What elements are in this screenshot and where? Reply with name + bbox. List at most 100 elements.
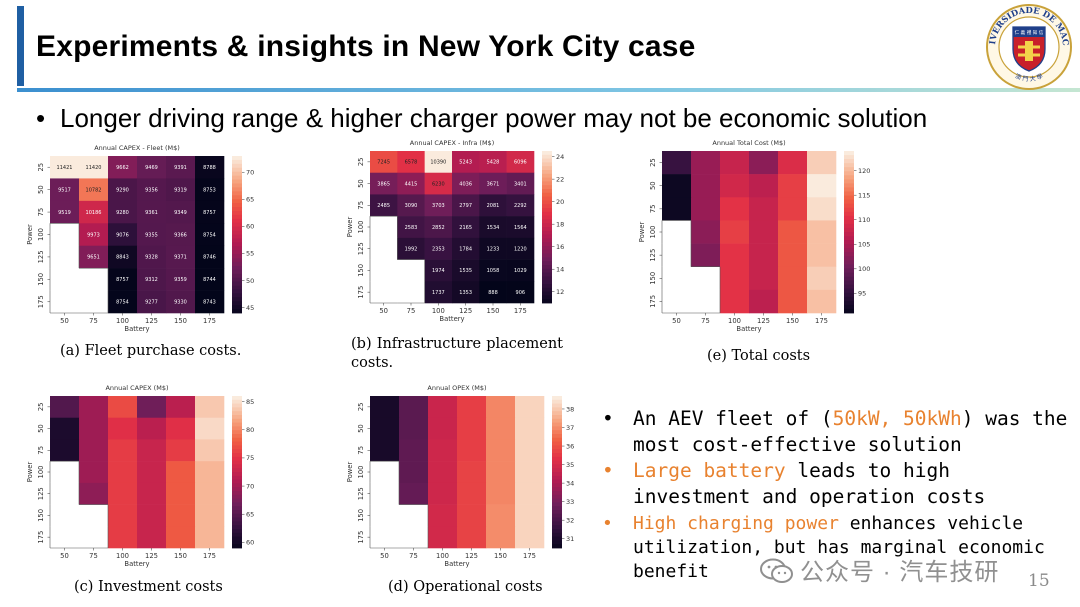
colorbar-segment: [542, 234, 552, 239]
colorbar-segment: [232, 475, 242, 480]
colorbar-segment: [844, 187, 854, 192]
colorbar-segment: [844, 292, 854, 298]
y-tick-label: 50: [649, 181, 657, 190]
cell-label: 9973: [87, 232, 100, 238]
empty-cell: [370, 216, 398, 238]
heatmap-cell: [479, 259, 507, 282]
heatmap-cell: [479, 172, 507, 195]
colorbar-segment: [232, 415, 242, 420]
y-tick-label: 25: [649, 158, 657, 167]
colorbar-segment: [844, 211, 854, 217]
colorbar-segment: [844, 207, 854, 213]
colorbar-segment: [844, 288, 854, 294]
y-axis-label: Power: [346, 217, 354, 238]
colorbar-segment: [232, 403, 242, 408]
colorbar-segment: [232, 445, 242, 450]
colorbar-segment: [542, 177, 552, 182]
chart-title: Annual OPEX (M$): [427, 384, 486, 392]
colorbar-segment: [552, 422, 562, 427]
y-tick-label: 50: [37, 424, 45, 433]
cell-label: 888: [488, 290, 498, 296]
heatmap-panel-d: Annual OPEX (M$) 25 50 75 100 125 150 175 Power 5…: [344, 383, 584, 573]
heatmap-cell: [515, 396, 545, 419]
empty-cell: [50, 245, 79, 269]
x-axis-label: Battery: [124, 560, 149, 568]
colorbar-segment: [552, 445, 562, 450]
heatmap-cell: [515, 461, 545, 484]
empty-cell: [370, 526, 399, 548]
colorbar-segment: [542, 215, 552, 220]
colorbar-tick-label: 45: [246, 304, 254, 312]
colorbar-segment: [552, 464, 562, 469]
cell-label: 11421: [57, 165, 73, 171]
insight-item: • High charging power enhances vehicle u…: [602, 513, 1045, 582]
empty-cell: [79, 526, 108, 548]
heatmap-infra-capex: Annual CAPEX - Infra (M$) 7245 6578 10390 52…: [346, 139, 564, 323]
colorbar-segment: [552, 407, 562, 412]
colorbar-segment: [232, 214, 242, 220]
colorbar-segment: [232, 479, 242, 484]
heatmap-cell: [166, 290, 196, 314]
cell-label: 6230: [432, 181, 445, 187]
y-tick-label: 150: [649, 272, 657, 285]
empty-cell: [691, 266, 720, 290]
colorbar-segment: [552, 536, 562, 541]
colorbar-segment: [552, 453, 562, 458]
colorbar-segment: [542, 246, 552, 251]
heatmap-cell: [691, 151, 721, 175]
colorbar-segment: [542, 295, 552, 300]
heatmap-cell: [370, 151, 398, 174]
heatmap-cell: [506, 237, 535, 260]
colorbar-segment: [844, 252, 854, 257]
y-tick-label: 25: [357, 158, 365, 167]
colorbar-segment: [542, 192, 552, 197]
heatmap-cell: [662, 174, 692, 198]
colorbar-tick-label: 18: [556, 220, 564, 228]
heatmap-cell: [506, 259, 535, 282]
cell-label: 7245: [377, 160, 390, 166]
y-tick-label: 150: [357, 264, 365, 277]
heatmap-cell: [166, 156, 196, 179]
colorbar-segment: [844, 179, 854, 184]
empty-cell: [50, 526, 79, 548]
heatmap-cell: [399, 396, 429, 419]
heatmap-cell: [452, 194, 480, 217]
colorbar-tick-label: 24: [556, 153, 564, 161]
colorbar-segment: [232, 399, 242, 404]
colorbar-segment: [542, 280, 552, 285]
heatmap-cell: [166, 417, 196, 440]
heatmap-cell: [370, 396, 400, 419]
heatmap-cell: [79, 200, 109, 224]
colorbar-segment: [552, 502, 562, 507]
colorbar-segment: [542, 287, 552, 292]
heatmap-cell: [195, 504, 225, 527]
colorbar-segment: [552, 415, 562, 420]
heatmap-cell: [195, 439, 225, 462]
colorbar-segment: [844, 264, 854, 269]
cell-label: 9662: [116, 165, 129, 171]
colorbar-tick-label: 70: [246, 482, 254, 490]
heatmap-cell: [397, 237, 425, 260]
empty-cell: [397, 259, 425, 282]
cell-label: 8754: [203, 232, 216, 238]
heatmap-cell: [79, 482, 109, 505]
colorbar-segment: [232, 171, 242, 177]
colorbar-segment: [542, 261, 552, 266]
colorbar-segment: [542, 154, 552, 159]
colorbar-segment: [844, 260, 854, 265]
colorbar-segment: [552, 460, 562, 465]
heatmap-panel-c: Annual CAPEX (M$) 25 50 75 100 125 150 175 Power…: [24, 383, 264, 573]
heatmap-cell: [778, 266, 808, 291]
y-tick-label: 100: [37, 228, 45, 241]
heatmap-cell: [137, 526, 167, 549]
colorbar-segment: [232, 234, 242, 239]
y-tick-label: 25: [37, 163, 45, 172]
colorbar-segment: [232, 226, 242, 231]
heatmap-cell: [195, 526, 225, 549]
heatmap-panel-a: Annual CAPEX - Fleet (M$) 11421 11420 9662 9…: [24, 143, 264, 338]
colorbar-segment: [232, 159, 242, 165]
colorbar-segment: [232, 207, 242, 212]
x-tick-label: 150: [494, 552, 507, 560]
colorbar-segment: [552, 513, 562, 518]
logo-inner-text: 仁 義 禮 知 信: [1015, 29, 1044, 36]
